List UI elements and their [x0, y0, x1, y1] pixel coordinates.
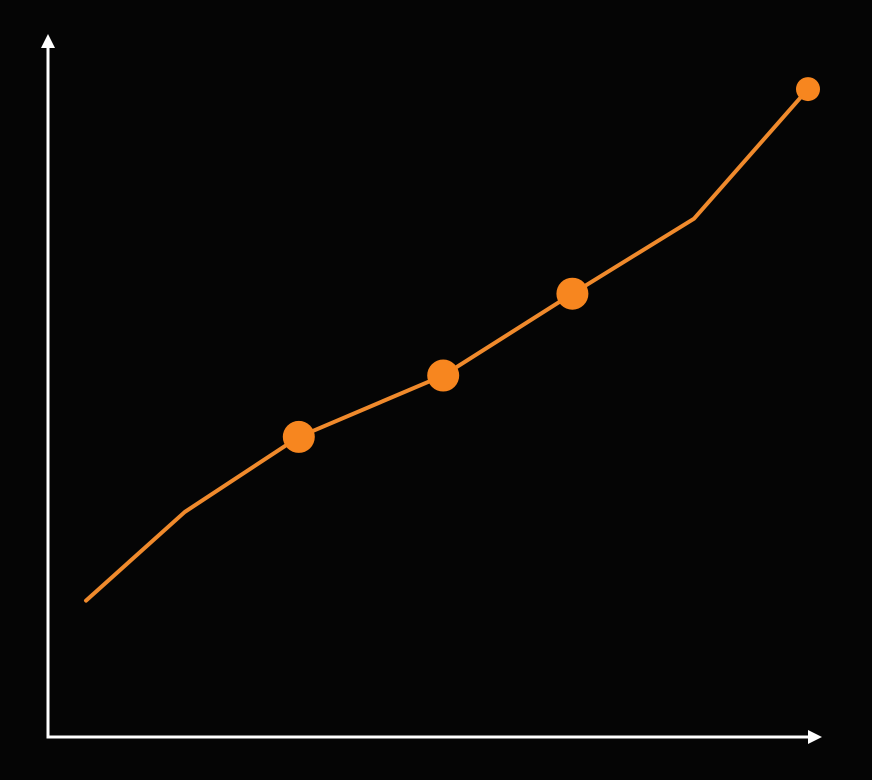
- data-point: [282, 420, 315, 453]
- y-axis-arrow-icon: [41, 34, 55, 48]
- x-axis-arrow-icon: [808, 730, 822, 744]
- data-point: [556, 277, 589, 310]
- series-line: [84, 87, 810, 603]
- data-point: [796, 77, 820, 102]
- series-layer: [84, 77, 820, 603]
- data-point: [427, 359, 460, 392]
- axes: [41, 34, 822, 744]
